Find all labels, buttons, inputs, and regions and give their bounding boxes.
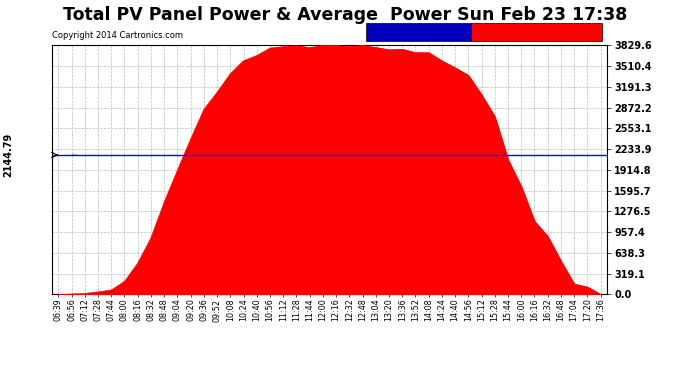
FancyBboxPatch shape bbox=[471, 22, 602, 41]
FancyBboxPatch shape bbox=[366, 22, 471, 41]
Text: 2144.79: 2144.79 bbox=[72, 154, 77, 155]
Text: PV Panels  (DC Watts): PV Panels (DC Watts) bbox=[483, 27, 590, 36]
Text: Average  (DC Watts): Average (DC Watts) bbox=[369, 27, 468, 36]
Text: Copyright 2014 Cartronics.com: Copyright 2014 Cartronics.com bbox=[52, 31, 183, 40]
Text: 2144.79: 2144.79 bbox=[3, 133, 13, 177]
Text: Total PV Panel Power & Average  Power Sun Feb 23 17:38: Total PV Panel Power & Average Power Sun… bbox=[63, 6, 627, 24]
